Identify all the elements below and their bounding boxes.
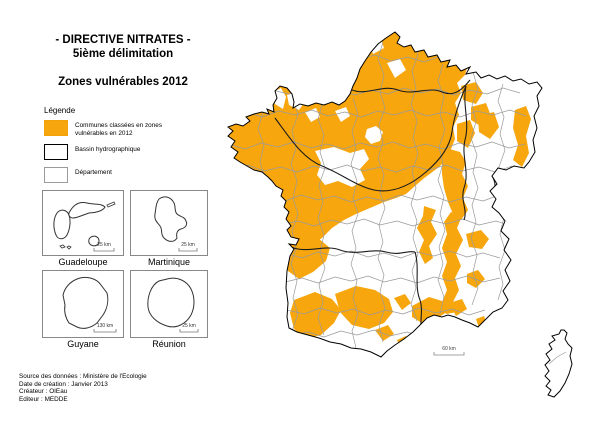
basin-swatch	[44, 144, 68, 161]
department-boundaries	[228, 37, 527, 349]
inset-martinique: 25 km	[130, 190, 208, 256]
legend-item-label: Département	[75, 169, 112, 177]
vulnerable-zone-swatch	[44, 120, 68, 136]
guadeloupe-map: 25 km	[53, 201, 116, 252]
guyane-map: 130 km	[62, 276, 117, 333]
inset-label-martinique: Martinique	[147, 257, 191, 267]
credits: Source des données : Ministère de l'Ecol…	[19, 373, 147, 403]
corsica	[544, 329, 573, 398]
legend-item-label: Communes classées en zones vulnérables e…	[75, 122, 163, 137]
inset-scale-bar	[178, 248, 198, 252]
france-map: 60 km	[227, 31, 573, 398]
inset-scale-label: 25 km	[97, 242, 111, 248]
page-title-line2: 5ième délimitation	[72, 47, 174, 60]
legend: Légende Communes classées en zones vulné…	[44, 106, 214, 190]
inset-scale-bar	[93, 329, 117, 333]
credit-date: Date de création : Janvier 2013	[19, 380, 108, 388]
non-vulnerable-holes	[273, 37, 406, 187]
inset-reunion: 25 km	[130, 270, 208, 338]
legend-item-vulnerable-zones: Communes classées en zones vulnérables e…	[44, 120, 214, 137]
page-title-line1: - DIRECTIVE NITRATES -	[55, 34, 191, 46]
legend-item-basin: Bassin hydrographique	[44, 144, 214, 161]
inset-label-guyane: Guyane	[67, 339, 99, 349]
inset-scale-label: 130 km	[97, 323, 113, 329]
inset-label-reunion: Réunion	[152, 339, 186, 349]
inset-guadeloupe: 25 km	[42, 190, 124, 256]
inset-scale-label: 25 km	[182, 323, 196, 329]
inset-scale-bar	[179, 329, 199, 333]
title-block: - DIRECTIVE NITRATES - 5ième délimitatio…	[28, 34, 218, 90]
reunion-map: 25 km	[147, 277, 199, 333]
legend-item-department: Département	[44, 167, 214, 184]
map-scale-label: 60 km	[442, 346, 456, 352]
inset-scale-bar	[93, 248, 115, 252]
credit-source: Source des données : Ministère de l'Ecol…	[19, 373, 147, 380]
credit-editor: Editeur : MEDDE	[19, 395, 68, 403]
legend-title: Légende	[44, 106, 76, 115]
legend-item-label: Bassin hydrographique	[75, 146, 141, 154]
france-outline	[227, 31, 543, 358]
credit-creator: Créateur : OIEau	[19, 388, 68, 396]
inset-label-guadeloupe: Guadeloupe	[58, 257, 108, 267]
martinique-map: 25 km	[154, 196, 198, 252]
department-swatch	[44, 167, 68, 184]
page-subtitle: Zones vulnérables 2012	[58, 76, 188, 89]
map-scale-bar: 60 km	[433, 346, 465, 356]
inset-guyane: 130 km	[42, 270, 124, 338]
inset-scale-label: 25 km	[181, 242, 195, 248]
